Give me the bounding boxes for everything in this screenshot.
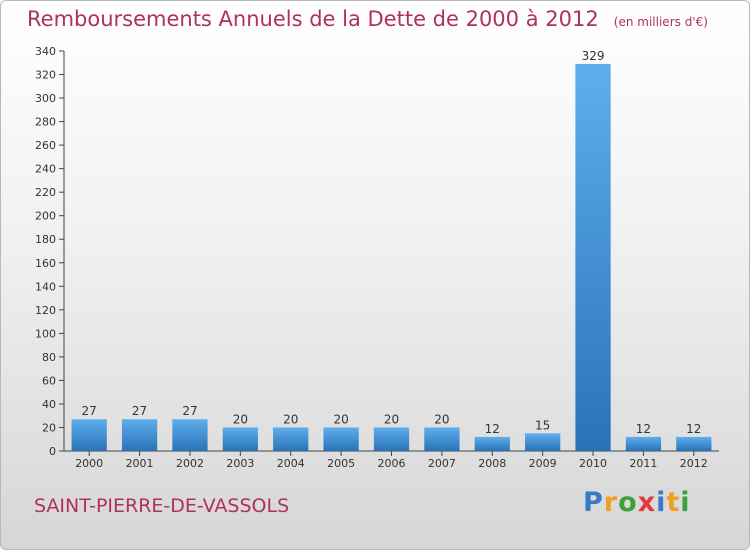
logo-letter: i — [680, 487, 691, 518]
y-tick-label: 20 — [42, 421, 56, 434]
x-tick-label: 2002 — [176, 457, 204, 470]
x-tick-label: 2001 — [126, 457, 154, 470]
data-label: 20 — [283, 412, 298, 426]
y-tick-label: 320 — [35, 69, 56, 82]
y-tick-label: 260 — [35, 139, 56, 152]
data-label: 12 — [485, 422, 500, 436]
y-tick-label: 300 — [35, 92, 56, 105]
y-tick-label: 340 — [35, 45, 56, 58]
title-row: Remboursements Annuels de la Dette de 20… — [27, 7, 708, 31]
bar — [71, 419, 107, 451]
x-tick-label: 2010 — [579, 457, 607, 470]
x-tick-label: 2000 — [75, 457, 103, 470]
x-tick-label: 2007 — [428, 457, 456, 470]
bar — [273, 427, 309, 451]
bar — [121, 419, 158, 451]
x-tick-label: 2009 — [529, 457, 557, 470]
commune-name: SAINT-PIERRE-DE-VASSOLS — [34, 495, 290, 517]
chart-unit: (en milliers d'€) — [613, 15, 708, 29]
data-label: 329 — [582, 49, 605, 63]
y-tick-label: 40 — [42, 398, 56, 411]
x-tick-label: 2011 — [629, 457, 657, 470]
y-tick-label: 120 — [35, 304, 56, 317]
bar — [323, 427, 359, 451]
y-tick-label: 180 — [35, 233, 56, 246]
y-tick-label: 80 — [42, 351, 56, 364]
x-tick-label: 2003 — [226, 457, 254, 470]
y-tick-label: 140 — [35, 280, 56, 293]
y-tick-label: 100 — [35, 327, 56, 340]
logo-letter: P — [583, 487, 604, 518]
logo-letter: r — [603, 487, 619, 518]
x-tick-label: 2012 — [680, 457, 708, 470]
bar — [525, 433, 561, 451]
y-tick-label: 200 — [35, 210, 56, 223]
bar — [424, 427, 460, 451]
logo-letter: o — [618, 487, 638, 518]
data-label: 27 — [182, 404, 197, 418]
data-label: 12 — [686, 422, 701, 436]
x-tick-label: 2005 — [327, 457, 355, 470]
y-tick-label: 160 — [35, 257, 56, 270]
logo-letter: x — [637, 487, 657, 518]
bar — [373, 427, 410, 451]
data-label: 27 — [132, 404, 147, 418]
y-tick-label: 0 — [49, 445, 56, 458]
y-tick-label: 220 — [35, 186, 56, 199]
data-label: 27 — [82, 404, 97, 418]
data-label: 12 — [636, 422, 651, 436]
data-label: 20 — [434, 412, 449, 426]
data-label: 20 — [384, 412, 399, 426]
x-tick-label: 2004 — [277, 457, 305, 470]
x-tick-label: 2006 — [378, 457, 406, 470]
bar — [222, 427, 258, 451]
data-label: 20 — [333, 412, 348, 426]
logo-letter: t — [666, 487, 681, 518]
proxiti-logo: Proxiti — [583, 487, 691, 518]
bar — [575, 63, 611, 452]
data-label: 20 — [233, 412, 248, 426]
logo-letter: i — [656, 487, 667, 518]
bar — [474, 436, 510, 451]
bar — [172, 419, 208, 451]
bar — [676, 436, 712, 451]
data-label: 15 — [535, 418, 550, 432]
y-tick-label: 240 — [35, 163, 56, 176]
chart-title: Remboursements Annuels de la Dette de 20… — [27, 7, 599, 31]
x-tick-label: 2008 — [478, 457, 506, 470]
y-tick-label: 280 — [35, 116, 56, 129]
y-tick-label: 60 — [42, 374, 56, 387]
bar — [625, 436, 662, 451]
